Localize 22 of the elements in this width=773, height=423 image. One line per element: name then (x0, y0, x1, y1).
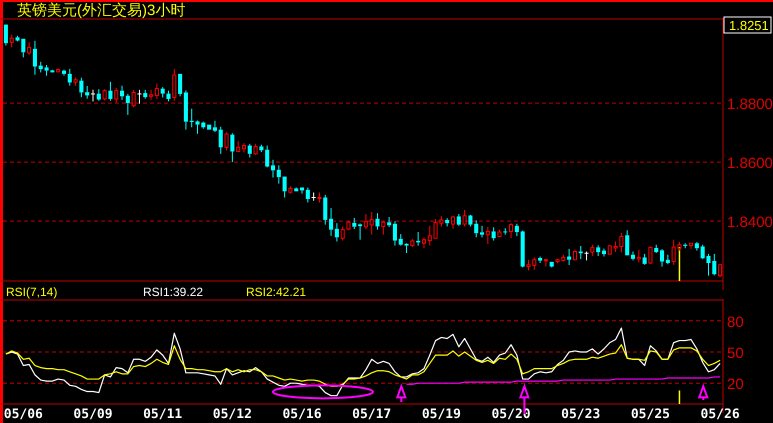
y-tick-label: 20 (727, 376, 744, 394)
text: RSI2:42.21 (246, 285, 306, 299)
x-tick-label: 05/12 (212, 407, 252, 422)
y-tick-label: 1.8800 (727, 96, 773, 114)
x-tick-label: 05/20 (491, 407, 531, 422)
chart-title: 英镑美元(外汇交易)3小时 (17, 2, 186, 19)
x-tick-label: 05/17 (352, 407, 392, 422)
x-tick-label: 05/23 (561, 407, 600, 422)
x-tick-label: 05/25 (630, 407, 670, 422)
x-tick-label: 05/16 (282, 407, 322, 422)
x-tick-label: 05/26 (700, 407, 740, 422)
x-tick-label: 05/19 (422, 407, 461, 422)
x-tick-label: 05/09 (73, 407, 113, 422)
chart-title: RSI(7,14) (6, 285, 58, 299)
y-tick-label: 1.8600 (727, 155, 773, 172)
y-tick-label: 80 (727, 314, 744, 331)
text: 1.8251 (729, 18, 769, 33)
x-tick-label: 05/06 (4, 407, 44, 422)
y-tick-label: 1.8400 (727, 214, 773, 232)
y-tick-label: 50 (727, 345, 744, 362)
x-tick-label: 05/11 (143, 407, 182, 422)
text: RSI1:39.22 (143, 285, 204, 299)
